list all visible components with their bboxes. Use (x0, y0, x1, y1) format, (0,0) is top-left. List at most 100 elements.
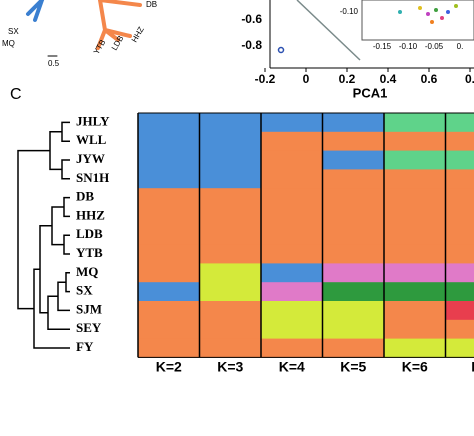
cluster-cell (261, 319, 323, 340)
cluster-cell (199, 282, 262, 302)
cluster-cell (261, 113, 323, 133)
cluster-cell (322, 169, 385, 189)
cluster-cell (322, 338, 385, 358)
x-tick-label: 0.6 (421, 72, 438, 86)
cluster-cell (322, 263, 385, 283)
cluster-cell (138, 282, 200, 302)
cluster-cell (322, 244, 385, 264)
panel-label: C (10, 86, 22, 103)
cluster-cell (138, 169, 200, 189)
cluster-cell (384, 207, 446, 227)
cluster-cell (261, 301, 323, 321)
cluster-cell (138, 113, 200, 133)
cluster-cell (138, 150, 200, 170)
cluster-cell (199, 319, 262, 340)
cluster-cell (322, 319, 385, 340)
cluster-cell (445, 282, 474, 302)
cluster-cell (322, 301, 385, 321)
cluster-cell (384, 244, 446, 264)
k-label: K=6 (402, 359, 428, 375)
row-label: LDB (76, 226, 103, 241)
cluster-cell (445, 301, 474, 321)
cluster-cell (384, 301, 446, 321)
row-label: MQ (76, 264, 98, 279)
x-tick-label: 0.2 (339, 72, 356, 86)
x-axis-label: PCA1 (353, 85, 388, 100)
y-tick-label: -0.6 (241, 12, 262, 26)
y-tick-label: -0.8 (241, 38, 262, 52)
cluster-cell (199, 113, 262, 133)
cluster-cell (445, 207, 474, 227)
inset-y-tick: -0.10 (340, 7, 359, 16)
row-label: FY (76, 339, 94, 354)
tree-label: HHZ (130, 25, 146, 44)
row-label: SX (76, 283, 93, 298)
cluster-cell (384, 319, 446, 340)
cluster-cell (199, 131, 262, 152)
cluster-cell (261, 169, 323, 189)
cluster-cell (322, 225, 385, 246)
cluster-cell (199, 188, 262, 208)
cluster-cell (384, 225, 446, 246)
cluster-cell (138, 244, 200, 264)
cluster-cell (261, 188, 323, 208)
tree-branches (26, 0, 142, 57)
row-label: JYW (76, 151, 105, 166)
cluster-cell (445, 188, 474, 208)
row-label: JHLY (76, 113, 110, 128)
cluster-cell (322, 113, 385, 133)
cluster-cell (445, 263, 474, 283)
cluster-cell (322, 188, 385, 208)
cluster-cell (138, 338, 200, 358)
row-label: SN1H (76, 170, 109, 185)
cluster-cell (384, 113, 446, 133)
tree-label: SX (8, 27, 19, 36)
tree-label: DB (146, 0, 157, 9)
cluster-cell (322, 131, 385, 152)
cluster-cell (445, 338, 474, 358)
cluster-cell (445, 244, 474, 264)
x-tick-label: 0 (303, 72, 310, 86)
cluster-cell (261, 282, 323, 302)
inset-x-tick: 0. (457, 42, 464, 51)
k-label: K=2 (156, 359, 182, 375)
cluster-cell (261, 150, 323, 170)
cluster-cell (445, 225, 474, 246)
x-tick-label: -0.2 (255, 72, 276, 86)
cluster-cell (261, 225, 323, 246)
cluster-cell (322, 150, 385, 170)
cluster-cell (384, 150, 446, 170)
cluster-cell (138, 263, 200, 283)
pca-frame (269, 0, 474, 69)
cluster-cell (445, 319, 474, 340)
cluster-cell (199, 150, 262, 170)
cluster-cell (322, 207, 385, 227)
row-label: DB (76, 189, 94, 204)
k-label: K=3 (217, 359, 243, 375)
row-label: YTB (76, 245, 103, 260)
cluster-cell (199, 338, 262, 358)
cluster-cell (261, 263, 323, 283)
row-label: HHZ (76, 207, 105, 222)
cluster-cell (261, 338, 323, 358)
dendrogram (17, 121, 70, 349)
inset-x-tick: -0.15 (373, 42, 392, 51)
cluster-cell (199, 263, 262, 283)
row-label: WLL (76, 132, 107, 147)
cluster-cell (199, 225, 262, 246)
k-label: K=4 (279, 359, 305, 375)
inset-points (398, 4, 458, 24)
k-label: K (471, 359, 474, 375)
cluster-cell (138, 188, 200, 208)
cluster-cell (138, 207, 200, 227)
tree-label: MQ (2, 39, 15, 48)
scale-label: 0.5 (48, 59, 60, 68)
cluster-cell (384, 188, 446, 208)
cluster-cell (261, 207, 323, 227)
tree-label: YTB (92, 38, 108, 56)
cluster-cell (445, 169, 474, 189)
cluster-cell (384, 338, 446, 358)
cluster-cell (199, 207, 262, 227)
cluster-cell (322, 282, 385, 302)
cluster-cell (384, 131, 446, 152)
